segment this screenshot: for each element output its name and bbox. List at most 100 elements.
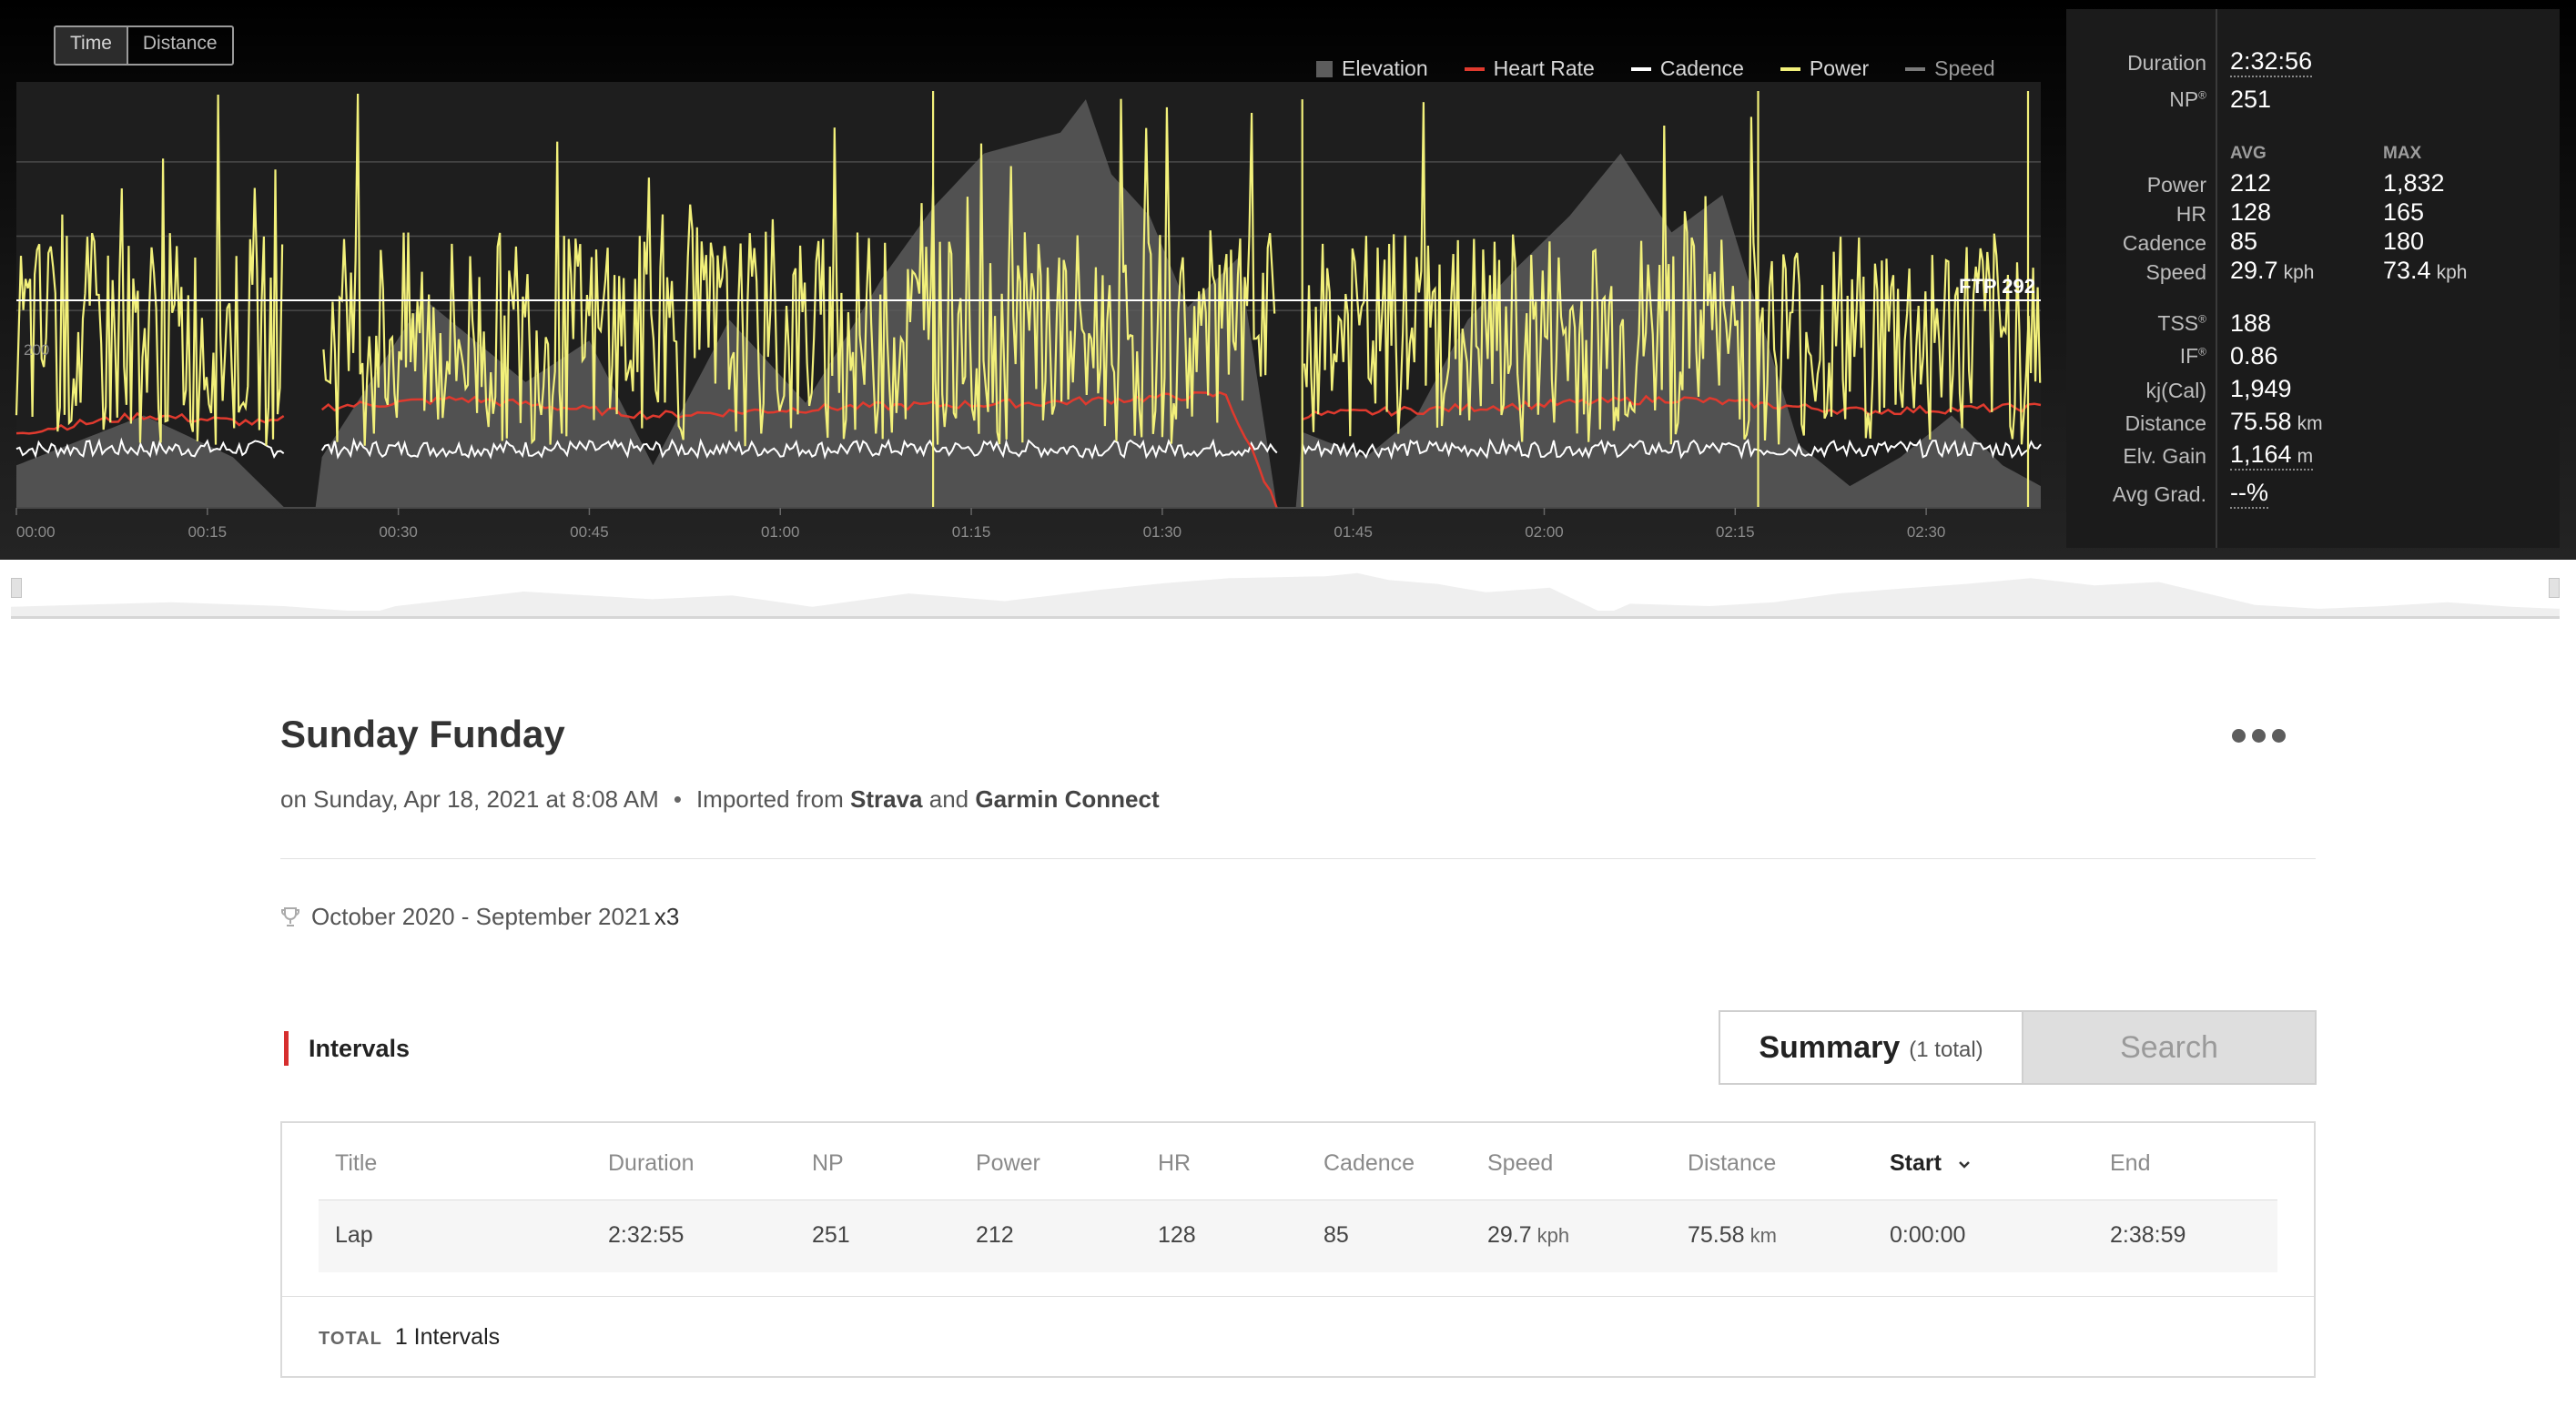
power-swatch <box>1780 66 1800 71</box>
column-header-hr[interactable]: HR <box>1158 1150 1192 1176</box>
hr-max: 165 <box>2383 198 2425 226</box>
cell-power: 212 <box>976 1222 1014 1248</box>
legend-heart-rate[interactable]: Heart Rate <box>1464 56 1595 81</box>
table-footer-divider <box>282 1296 2314 1297</box>
power-line <box>15 91 2042 507</box>
imported-from-text: Imported from <box>695 785 844 813</box>
cell-speed-unit: kph <box>1536 1224 1570 1247</box>
legend-power-label: Power <box>1809 56 1870 80</box>
elevation-gain-number: 1,164 <box>2230 440 2292 468</box>
separator-dot: • <box>673 785 682 813</box>
distance-unit: km <box>2297 413 2323 434</box>
column-header-title[interactable]: Title <box>335 1150 378 1176</box>
season-range: October 2020 - September 2021 <box>311 903 651 930</box>
cell-duration: 2:32:55 <box>608 1222 685 1248</box>
more-options-button[interactable] <box>2232 722 2296 749</box>
legend-heart-rate-label: Heart Rate <box>1493 56 1595 80</box>
trophy-icon <box>281 906 299 926</box>
x-tick-label: 01:00 <box>761 523 800 541</box>
tab-summary[interactable]: Summary (1 total) <box>1719 1010 2023 1085</box>
range-end-handle[interactable] <box>2549 578 2560 598</box>
column-header-distance[interactable]: Distance <box>1688 1150 1777 1176</box>
cadence-avg: 85 <box>2230 228 2258 255</box>
cell-cadence: 85 <box>1323 1222 1349 1248</box>
elevation-gain-value[interactable]: 1,164 m <box>2230 440 2314 471</box>
legend-elevation[interactable]: Elevation <box>1316 56 1428 81</box>
season-achievement: October 2020 - September 2021 x3 <box>280 903 679 931</box>
more-dot-icon <box>2252 728 2266 743</box>
total-text: 1 Intervals <box>394 1324 501 1350</box>
power-label: Power <box>2146 173 2206 197</box>
cadence-swatch <box>1630 66 1651 71</box>
speed-label: Speed <box>2145 260 2206 284</box>
range-start-handle[interactable] <box>11 578 22 598</box>
season-multiplier: x3 <box>654 903 680 930</box>
if-value: 0.86 <box>2230 342 2278 369</box>
activity-date: on Sunday, Apr 18, 2021 at 8:08 AM <box>280 785 659 813</box>
if-label: IF® <box>2180 344 2206 369</box>
legend-cadence[interactable]: Cadence <box>1630 56 1744 81</box>
overview-elevation-area <box>11 572 2560 616</box>
avg-header: AVG <box>2230 144 2267 163</box>
activity-chart[interactable]: FTP 292 200 00:00 00:15 00:30 00:45 01:00 01:15… <box>0 0 2066 560</box>
cell-distance-unit: km <box>1749 1224 1777 1247</box>
power-max: 1,832 <box>2383 169 2445 197</box>
if-registered-mark: ® <box>2198 345 2206 359</box>
hr-avg: 128 <box>2230 198 2272 226</box>
x-tick-label: 02:00 <box>1525 523 1564 541</box>
max-header: MAX <box>2383 144 2422 163</box>
ftp-label: FTP 292 <box>1959 275 2035 298</box>
activity-title: Sunday Funday <box>280 713 565 755</box>
distance-number: 75.58 <box>2230 408 2292 435</box>
heart-rate-swatch <box>1464 66 1485 71</box>
distance-label: Distance <box>2125 411 2206 435</box>
cell-speed-value: 29.7 <box>1487 1222 1532 1248</box>
legend-elevation-label: Elevation <box>1342 56 1428 80</box>
column-header-start[interactable]: Start <box>1890 1150 1972 1177</box>
column-header-power[interactable]: Power <box>976 1150 1040 1176</box>
legend-speed-label: Speed <box>1934 56 1995 80</box>
cell-end: 2:38:59 <box>2110 1222 2186 1248</box>
if-label-text: IF <box>2179 344 2199 368</box>
time-toggle-button[interactable]: Time <box>56 27 128 64</box>
overview-elevation-profile <box>11 572 2560 616</box>
tab-search[interactable]: Search <box>2023 1010 2317 1085</box>
legend-speed[interactable]: Speed <box>1905 56 1995 81</box>
tss-label-text: TSS <box>2157 311 2199 335</box>
column-header-np[interactable]: NP <box>812 1150 844 1176</box>
legend-cadence-label: Cadence <box>1659 56 1744 80</box>
elevation-swatch <box>1316 60 1333 77</box>
power-avg: 212 <box>2230 169 2272 197</box>
avg-grade-value[interactable]: --% <box>2230 479 2268 509</box>
kj-label: kj(Cal) <box>2145 379 2206 402</box>
np-label-text: NP <box>2169 87 2199 111</box>
ride-stats-panel: Duration 2:32:56 NP® 251 AVG MAX Power 2… <box>2066 9 2560 548</box>
distance-value: 75.58 km <box>2230 408 2323 436</box>
np-label: NP® <box>2169 87 2206 112</box>
np-value: 251 <box>2230 86 2272 113</box>
column-header-end[interactable]: End <box>2110 1150 2151 1176</box>
y-tick-label: 200 <box>24 341 49 359</box>
sort-chevron-down-icon <box>1959 1161 1970 1169</box>
speed-max-unit: kph <box>2436 262 2468 283</box>
hr-label: HR <box>2175 202 2206 226</box>
column-header-speed[interactable]: Speed <box>1487 1150 1554 1176</box>
section-divider <box>280 858 2316 859</box>
column-header-cadence[interactable]: Cadence <box>1323 1150 1415 1176</box>
cell-distance-value: 75.58 <box>1688 1222 1745 1248</box>
cadence-max: 180 <box>2383 228 2425 255</box>
x-tick-label: 00:45 <box>570 523 609 541</box>
table-row[interactable] <box>319 1200 2277 1272</box>
tab-summary-label: Summary <box>1759 1029 1901 1065</box>
speed-avg-value: 29.7 <box>2230 257 2278 284</box>
speed-swatch <box>1905 66 1926 71</box>
tss-value: 188 <box>2230 309 2272 337</box>
distance-toggle-button[interactable]: Distance <box>142 33 218 54</box>
tab-summary-count: (1 total) <box>1909 1038 1983 1062</box>
column-header-duration[interactable]: Duration <box>608 1150 695 1176</box>
legend-power[interactable]: Power <box>1780 56 1869 81</box>
intervals-table: Title Duration NP Power HR Cadence Speed… <box>280 1121 2316 1378</box>
kj-value: 1,949 <box>2230 375 2292 402</box>
x-tick-label: 01:15 <box>952 523 991 541</box>
range-selector[interactable] <box>11 560 2560 619</box>
